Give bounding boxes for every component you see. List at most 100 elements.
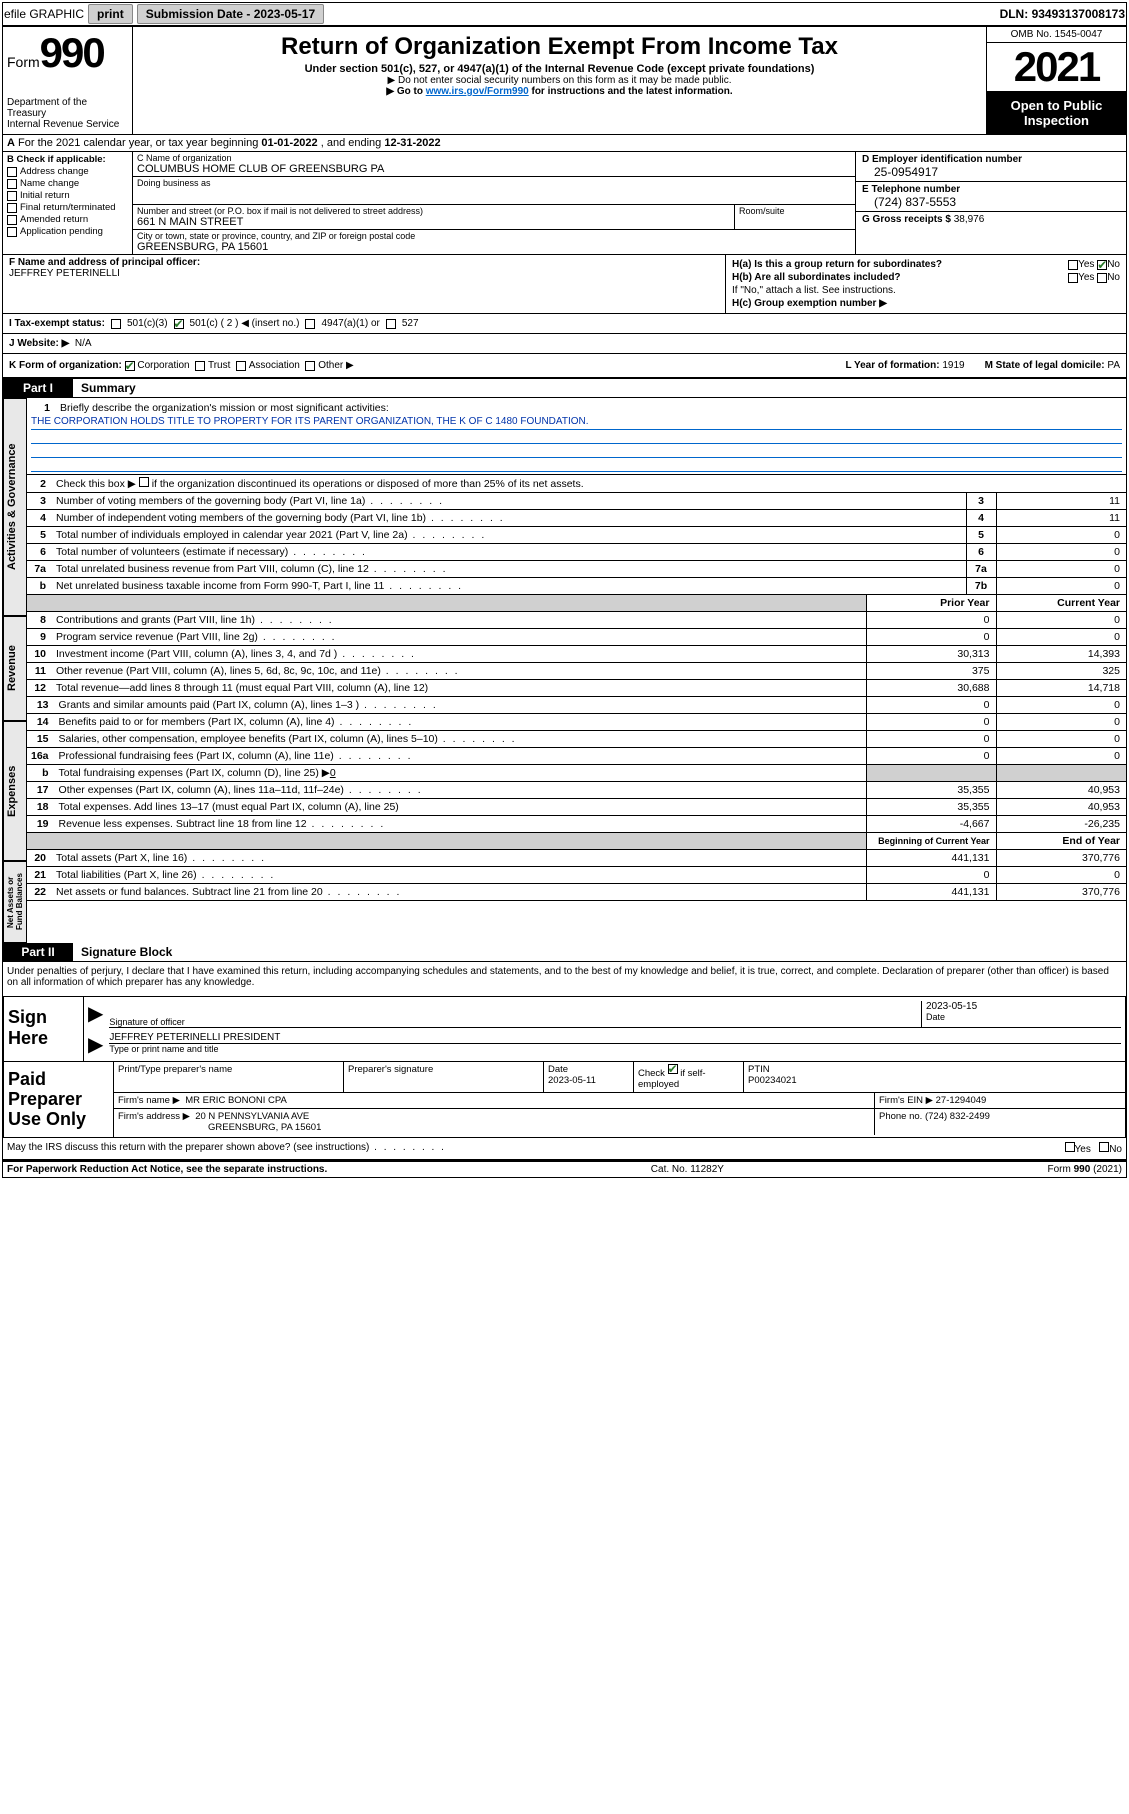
form-ref: Form 990 (2021) (1048, 1164, 1122, 1175)
form-container: Form990 Department of the Treasury Inter… (2, 26, 1127, 1178)
checkbox-name-change[interactable] (7, 179, 17, 189)
website-value: N/A (75, 338, 92, 349)
summary-section: Activities & Governance Revenue Expenses… (3, 398, 1126, 943)
phone-value: (724) 837-5553 (862, 195, 1120, 209)
part1-header: Part I Summary (3, 379, 1126, 398)
preparer-date: 2023-05-11 (548, 1075, 629, 1086)
row-i: I Tax-exempt status: 501(c)(3) 501(c) ( … (3, 314, 1126, 334)
col-d: D Employer identification number 25-0954… (856, 152, 1126, 254)
checkbox-irs-no[interactable] (1099, 1142, 1109, 1152)
form-header: Form990 Department of the Treasury Inter… (3, 27, 1126, 135)
state-domicile: PA (1107, 360, 1120, 371)
paperwork-notice: For Paperwork Reduction Act Notice, see … (7, 1164, 327, 1175)
gross-receipts-value: 38,976 (954, 214, 985, 225)
checkbox-hb-yes[interactable] (1068, 273, 1078, 283)
checkbox-initial-return[interactable] (7, 191, 17, 201)
ein-block: D Employer identification number 25-0954… (856, 152, 1126, 182)
org-name: COLUMBUS HOME CLUB OF GREENSBURG PA (137, 163, 851, 175)
open-public-badge: Open to Public Inspection (987, 92, 1126, 134)
penalties-text: Under penalties of perjury, I declare th… (3, 962, 1126, 992)
table-row: 10Investment income (Part VIII, column (… (27, 646, 1126, 663)
net-assets-table: Beginning of Current YearEnd of Year 20T… (27, 833, 1126, 901)
table-row: 21Total liabilities (Part X, line 26)00 (27, 867, 1126, 884)
table-row: 15Salaries, other compensation, employee… (27, 731, 1126, 748)
table-row: 20Total assets (Part X, line 16)441,1313… (27, 850, 1126, 867)
ptin-value: P00234021 (748, 1075, 1121, 1086)
checkbox-irs-yes[interactable] (1065, 1142, 1075, 1152)
checkbox-association[interactable] (236, 361, 246, 371)
checkbox-4947[interactable] (305, 319, 315, 329)
city-state-zip: GREENSBURG, PA 15601 (137, 241, 851, 253)
checkbox-address-change[interactable] (7, 167, 17, 177)
checkbox-trust[interactable] (195, 361, 205, 371)
checkbox-amended-return[interactable] (7, 215, 17, 225)
subtitle-1: Under section 501(c), 527, or 4947(a)(1)… (137, 63, 982, 75)
dba-block: Doing business as (133, 177, 856, 205)
h-block: H(a) Is this a group return for subordin… (726, 255, 1126, 313)
sign-arrow-icon: ▶ (88, 1001, 103, 1028)
row-a: A For the 2021 calendar year, or tax yea… (3, 135, 1126, 152)
vtab-net-assets: Net Assets or Fund Balances (3, 861, 27, 943)
header-mid: Return of Organization Exempt From Incom… (133, 27, 986, 134)
checkbox-final-return[interactable] (7, 203, 17, 213)
mission-block: 1 Briefly describe the organization's mi… (27, 398, 1126, 475)
firm-phone: (724) 832-2499 (925, 1111, 990, 1122)
header-right: OMB No. 1545-0047 2021 Open to Public In… (986, 27, 1126, 134)
table-row: 3Number of voting members of the governi… (27, 493, 1126, 510)
firm-address-1: 20 N PENNSYLVANIA AVE (195, 1111, 309, 1122)
checkbox-ha-no[interactable] (1097, 260, 1107, 270)
table-row: 14Benefits paid to or for members (Part … (27, 714, 1126, 731)
officer-name: JEFFREY PETERINELLI (9, 268, 120, 279)
table-row: 19Revenue less expenses. Subtract line 1… (27, 816, 1126, 833)
firm-name: MR ERIC BONONI CPA (185, 1095, 287, 1106)
table-row: 13Grants and similar amounts paid (Part … (27, 697, 1126, 714)
table-row: 9Program service revenue (Part VIII, lin… (27, 629, 1126, 646)
subtitle-3: ▶ Go to www.irs.gov/Form990 for instruct… (137, 86, 982, 97)
street-address: 661 N MAIN STREET (137, 216, 730, 228)
checkbox-discontinued[interactable] (139, 477, 149, 487)
form-word: Form (7, 54, 40, 70)
checkbox-ha-yes[interactable] (1068, 260, 1078, 270)
col-b-title: B Check if applicable: (7, 154, 106, 165)
checkbox-501c3[interactable] (111, 319, 121, 329)
checkbox-other[interactable] (305, 361, 315, 371)
submission-button[interactable]: Submission Date - 2023-05-17 (137, 4, 324, 24)
table-row: 18Total expenses. Add lines 13–17 (must … (27, 799, 1126, 816)
table-row: 6Total number of volunteers (estimate if… (27, 544, 1126, 561)
dept-label: Department of the Treasury (7, 97, 128, 119)
cat-number: Cat. No. 11282Y (651, 1164, 724, 1175)
row-j: J Website: ▶ N/A (3, 334, 1126, 354)
checkbox-501c[interactable] (174, 319, 184, 329)
table-row: bNet unrelated business taxable income f… (27, 578, 1126, 595)
irs-label: Internal Revenue Service (7, 119, 128, 130)
form-title: Return of Organization Exempt From Incom… (137, 33, 982, 61)
part2-header: Part II Signature Block (3, 943, 1126, 962)
governance-table: 2 Check this box ▶ if the organization d… (27, 475, 1126, 595)
ein-value: 25-0954917 (862, 165, 1120, 179)
col-b: B Check if applicable: Address change Na… (3, 152, 133, 254)
table-row: bTotal fundraising expenses (Part IX, co… (27, 765, 1126, 782)
sign-date: 2023-05-15 (926, 1001, 1121, 1012)
table-row: 11Other revenue (Part VIII, column (A), … (27, 663, 1126, 680)
vtab-governance: Activities & Governance (3, 398, 27, 616)
org-name-block: C Name of organization COLUMBUS HOME CLU… (133, 152, 856, 177)
table-row: 17Other expenses (Part IX, column (A), l… (27, 782, 1126, 799)
city-block: City or town, state or province, country… (133, 230, 856, 254)
row-f: F Name and address of principal officer:… (3, 255, 1126, 314)
year-formation: 1919 (942, 360, 964, 371)
checkbox-application-pending[interactable] (7, 227, 17, 237)
table-row: 8Contributions and grants (Part VIII, li… (27, 612, 1126, 629)
table-row: 22Net assets or fund balances. Subtract … (27, 884, 1126, 901)
row-k: K Form of organization: Corporation Trus… (3, 354, 1126, 379)
principal-officer-block: F Name and address of principal officer:… (3, 255, 726, 313)
dln-label: DLN: 93493137008173 (1000, 7, 1125, 21)
form-number: 990 (40, 29, 104, 76)
print-button[interactable]: print (88, 4, 133, 24)
irs-link[interactable]: www.irs.gov/Form990 (426, 86, 529, 97)
checkbox-self-employed[interactable] (668, 1064, 678, 1074)
checkbox-527[interactable] (386, 319, 396, 329)
checkbox-corporation[interactable] (125, 361, 135, 371)
address-row: Number and street (or P.O. box if mail i… (133, 205, 856, 230)
top-toolbar: efile GRAPHIC print Submission Date - 20… (2, 2, 1127, 26)
checkbox-hb-no[interactable] (1097, 273, 1107, 283)
